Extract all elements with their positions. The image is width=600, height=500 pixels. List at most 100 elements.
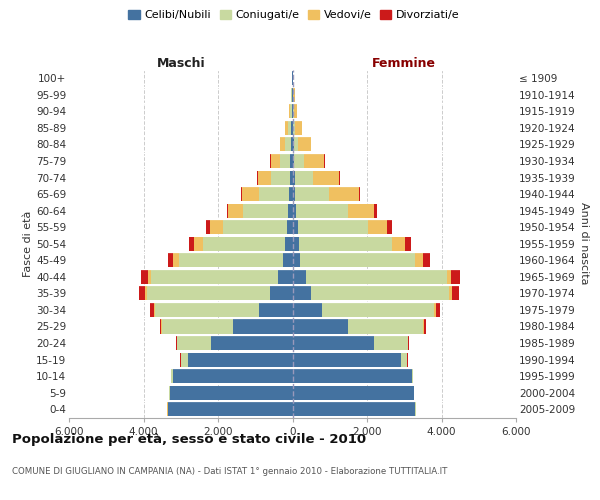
Bar: [291, 138, 293, 151]
Bar: [434, 303, 436, 317]
Text: COMUNE DI GIUGLIANO IN CAMPANIA (NA) - Dati ISTAT 1° gennaio 2010 - Elaborazione: COMUNE DI GIUGLIANO IN CAMPANIA (NA) - D…: [12, 468, 448, 476]
Bar: [172, 369, 173, 383]
Bar: [285, 236, 293, 251]
Legend: Celibi/Nubili, Coniugati/e, Vedovi/e, Divorziati/e: Celibi/Nubili, Coniugati/e, Vedovi/e, Di…: [124, 6, 464, 25]
Bar: [447, 270, 451, 284]
Bar: [293, 402, 415, 416]
Bar: [293, 320, 349, 334]
Bar: [244, 204, 288, 218]
Bar: [293, 170, 295, 184]
Bar: [280, 154, 290, 168]
Bar: [293, 254, 300, 268]
Bar: [305, 270, 447, 284]
Bar: [293, 88, 295, 102]
Bar: [293, 220, 298, 234]
Bar: [295, 187, 329, 201]
Bar: [293, 104, 294, 118]
Bar: [271, 154, 280, 168]
Bar: [289, 121, 292, 135]
Bar: [322, 303, 434, 317]
Text: Popolazione per età, sesso e stato civile - 2010: Popolazione per età, sesso e stato civil…: [12, 432, 366, 446]
Bar: [329, 187, 359, 201]
Bar: [293, 121, 295, 135]
Bar: [349, 204, 374, 218]
Bar: [412, 369, 413, 383]
Bar: [449, 286, 452, 300]
Bar: [293, 369, 412, 383]
Text: Maschi: Maschi: [157, 57, 205, 70]
Bar: [293, 138, 298, 151]
Bar: [210, 220, 223, 234]
Bar: [293, 352, 401, 366]
Bar: [259, 303, 293, 317]
Bar: [300, 254, 415, 268]
Bar: [179, 254, 283, 268]
Bar: [203, 236, 285, 251]
Bar: [290, 170, 293, 184]
Bar: [452, 286, 459, 300]
Bar: [304, 154, 324, 168]
Bar: [173, 254, 179, 268]
Bar: [147, 286, 270, 300]
Bar: [170, 386, 293, 400]
Bar: [293, 187, 295, 201]
Bar: [287, 220, 293, 234]
Bar: [160, 320, 161, 334]
Bar: [374, 336, 408, 350]
Bar: [423, 320, 424, 334]
Bar: [451, 270, 460, 284]
Bar: [290, 154, 293, 168]
Y-axis label: Fasce di età: Fasce di età: [23, 210, 33, 277]
Bar: [155, 303, 259, 317]
Bar: [289, 104, 290, 118]
Bar: [233, 320, 293, 334]
Bar: [293, 154, 295, 168]
Bar: [415, 254, 423, 268]
Bar: [211, 336, 293, 350]
Bar: [148, 270, 151, 284]
Bar: [271, 170, 290, 184]
Bar: [401, 352, 407, 366]
Bar: [311, 286, 449, 300]
Bar: [145, 286, 147, 300]
Bar: [349, 320, 423, 334]
Bar: [270, 286, 293, 300]
Bar: [290, 104, 292, 118]
Bar: [295, 154, 304, 168]
Bar: [313, 170, 340, 184]
Bar: [168, 254, 173, 268]
Bar: [292, 104, 293, 118]
Bar: [288, 204, 293, 218]
Bar: [241, 187, 242, 201]
Bar: [292, 121, 293, 135]
Y-axis label: Anni di nascita: Anni di nascita: [580, 202, 589, 285]
Bar: [280, 138, 286, 151]
Bar: [177, 336, 211, 350]
Bar: [150, 303, 154, 317]
Bar: [293, 236, 299, 251]
Bar: [392, 236, 406, 251]
Bar: [151, 270, 278, 284]
Bar: [293, 386, 413, 400]
Bar: [286, 121, 289, 135]
Bar: [368, 220, 387, 234]
Text: Femmine: Femmine: [372, 57, 436, 70]
Bar: [242, 187, 259, 201]
Bar: [227, 204, 229, 218]
Bar: [406, 236, 411, 251]
Bar: [298, 220, 368, 234]
Bar: [291, 88, 292, 102]
Bar: [161, 320, 162, 334]
Bar: [293, 286, 311, 300]
Bar: [168, 402, 293, 416]
Bar: [259, 187, 289, 201]
Bar: [374, 204, 377, 218]
Bar: [206, 220, 210, 234]
Bar: [293, 204, 296, 218]
Bar: [289, 187, 293, 201]
Bar: [359, 187, 360, 201]
Bar: [173, 369, 293, 383]
Bar: [296, 204, 349, 218]
Bar: [194, 236, 203, 251]
Bar: [424, 320, 426, 334]
